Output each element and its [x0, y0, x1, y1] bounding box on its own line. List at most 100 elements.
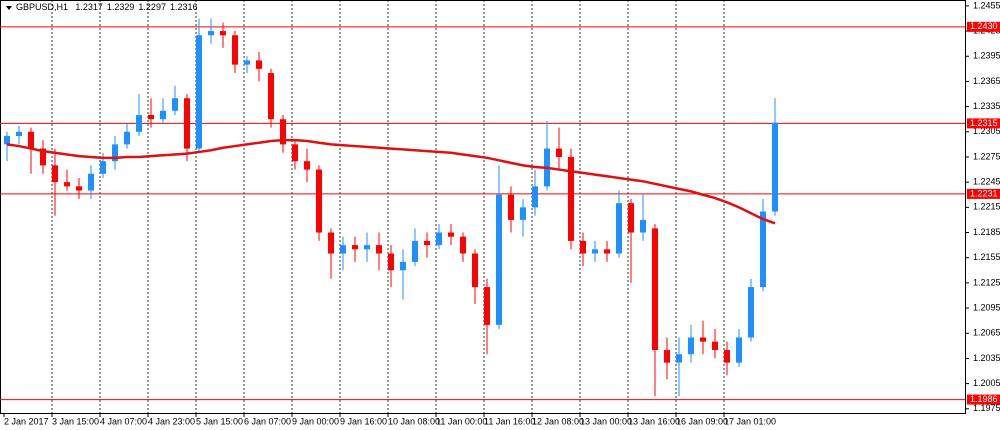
level-label-box [967, 21, 1000, 32]
candle-body [424, 240, 430, 246]
candle-body [652, 228, 658, 351]
candle-body [184, 98, 190, 149]
x-tick-label: 9 Jan 16:00 [340, 416, 387, 426]
x-tick-label: 10 Jan 08:00 [388, 416, 440, 426]
candle-body [256, 60, 262, 69]
candle-body [496, 194, 502, 325]
candle-body [688, 337, 694, 355]
x-tick-label: 12 Jan 08:00 [532, 416, 584, 426]
candle-body [328, 232, 334, 254]
x-tick-label: 13 Jan 16:00 [628, 416, 680, 426]
candle-body [232, 35, 238, 65]
candle-body [664, 350, 670, 363]
x-tick-label: 11 Jan 00:00 [436, 416, 487, 426]
y-tick-label: 1.2395 [973, 51, 1000, 61]
candle-body [508, 194, 514, 220]
candle-body [100, 161, 106, 174]
candle-body [244, 60, 250, 65]
candle-body [304, 161, 310, 170]
plot-frame [0, 0, 966, 414]
ohlc-value: 1.2317 [75, 2, 103, 12]
level-label-box [967, 188, 1000, 199]
y-tick-label: 1.2245 [973, 177, 1000, 187]
candle-body [208, 31, 214, 36]
y-tick-label: 1.2005 [973, 378, 1000, 388]
candle-body [736, 337, 742, 363]
y-tick-label: 1.2335 [973, 101, 1000, 111]
candle-body [604, 249, 610, 254]
candle-body [484, 287, 490, 325]
candle-body [220, 31, 226, 36]
y-tick-label: 1.2065 [973, 328, 1000, 338]
candle-body [64, 182, 70, 187]
level-label: 1.2430 [970, 21, 998, 31]
candle-body [460, 236, 466, 254]
candle-body [712, 341, 718, 351]
candle-body [268, 73, 274, 120]
candle-body [316, 169, 322, 233]
symbol: GBPUSD,H1 [16, 2, 68, 12]
moving-average [6, 138, 776, 225]
candle-body [112, 144, 118, 162]
candle-body [760, 211, 766, 288]
candle-body [556, 148, 562, 157]
candle-body [580, 240, 586, 254]
candle-body [376, 245, 382, 254]
candle-body [772, 122, 778, 212]
candle-body [412, 240, 418, 262]
candle-body [676, 354, 682, 363]
candle-body [292, 144, 298, 162]
x-tick-label: 13 Jan 00:00 [580, 416, 632, 426]
candle-body [724, 350, 730, 363]
x-tick-label: 9 Jan 00:00 [292, 416, 339, 426]
y-tick-label: 1.2455 [973, 0, 1000, 10]
candle-body [148, 115, 154, 120]
x-tick-label: 4 Jan 07:00 [100, 416, 147, 426]
y-tick-label: 1.2125 [973, 277, 1000, 287]
candle-body [592, 249, 598, 254]
level-label-box [967, 394, 1000, 405]
candle-body [748, 287, 754, 338]
y-tick-label: 1.2365 [973, 76, 1000, 86]
candle-body [196, 35, 202, 149]
candle-body [88, 173, 94, 191]
candle-body [40, 148, 46, 166]
candle-body [448, 232, 454, 237]
x-tick-label: 3 Jan 15:00 [52, 416, 99, 426]
candle-body [160, 110, 166, 120]
collapse-icon [6, 6, 12, 10]
y-tick-label: 1.2215 [973, 202, 1000, 212]
candle-body [172, 98, 178, 111]
x-tick-label: 11 Jan 16:00 [484, 416, 535, 426]
candle-body [352, 245, 358, 250]
candle-body [364, 245, 370, 250]
x-tick-label: 5 Jan 15:00 [196, 416, 243, 426]
candle-body [124, 131, 130, 145]
candle-body [388, 253, 394, 271]
ohlc-value: 1.2329 [107, 2, 135, 12]
candle-body [472, 253, 478, 288]
candle-body [616, 203, 622, 254]
candle-body [700, 337, 706, 342]
candle-body [532, 186, 538, 208]
candle-body [568, 156, 574, 241]
candle-body [28, 131, 34, 149]
x-tick-label: 4 Jan 23:00 [148, 416, 195, 426]
chart-header: GBPUSD,H1 1.2317 1.2329 1.2297 1.2316 [16, 2, 197, 12]
y-tick-label: 1.1975 [973, 403, 1000, 413]
ohlc-value: 1.2297 [138, 2, 166, 12]
candle-body [628, 203, 634, 233]
level-label: 1.1986 [970, 394, 998, 404]
y-tick-label: 1.2035 [973, 353, 1000, 363]
candle-body [136, 115, 142, 132]
y-tick-label: 1.2095 [973, 302, 1000, 312]
candle-body [400, 261, 406, 271]
candle-body [340, 245, 346, 254]
candle-body [4, 135, 10, 145]
ohlc-value: 1.2316 [170, 2, 198, 12]
candle-body [520, 207, 526, 220]
y-tick-label: 1.2275 [973, 151, 1000, 161]
y-tick-label: 1.2155 [973, 252, 1000, 262]
y-tick-label: 1.2305 [973, 126, 1000, 136]
